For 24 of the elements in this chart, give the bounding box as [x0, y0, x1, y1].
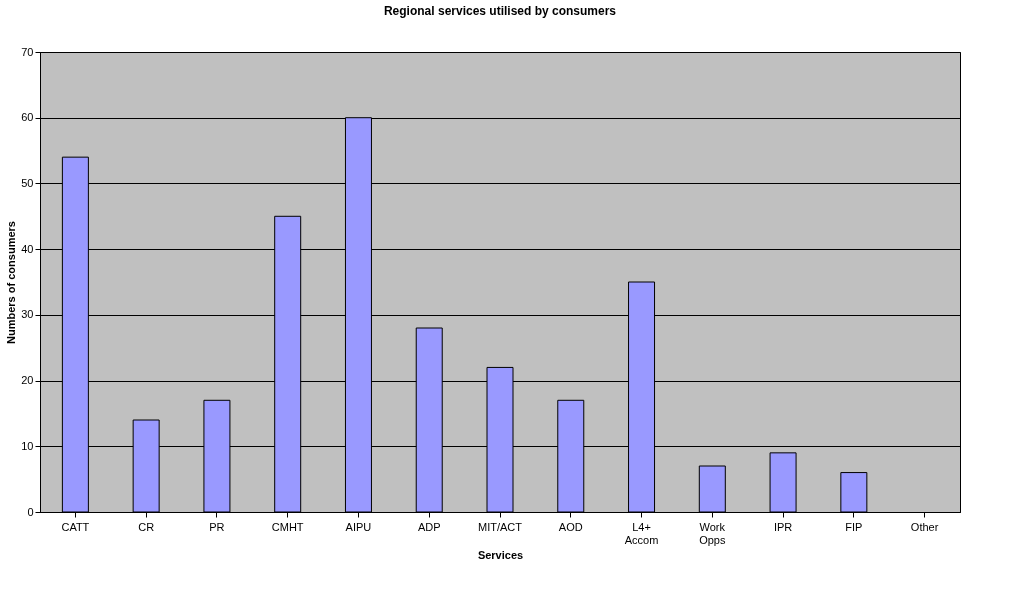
- y-tick-label: 20: [21, 374, 34, 387]
- y-tick-label: 50: [21, 176, 34, 189]
- y-tick-label: 60: [21, 111, 34, 124]
- y-tick-label: 0: [27, 505, 34, 518]
- x-tick-label: CR: [138, 520, 155, 533]
- y-tick-label: 30: [21, 308, 34, 321]
- x-tick-label: FIP: [845, 520, 863, 533]
- x-tick-label: L4+ Accom: [624, 520, 659, 546]
- y-tick-label: 10: [21, 439, 34, 452]
- x-tick-label: ADP: [417, 520, 441, 533]
- x-tick-label: MIT/ACT: [478, 520, 523, 533]
- y-tick-label: 70: [21, 45, 34, 58]
- y-axis-title: Numbers of consumers: [5, 221, 18, 344]
- x-tick-label: AIPU: [345, 520, 372, 533]
- chart-title: Regional services utilised by consumers: [383, 4, 617, 18]
- x-tick-label: IPR: [773, 520, 793, 533]
- x-tick-label: CMHT: [271, 520, 304, 533]
- x-axis-title: Services: [477, 548, 524, 561]
- x-tick-label: CATT: [61, 520, 90, 533]
- x-tick-label: Other: [910, 520, 939, 533]
- x-tick-label: PR: [209, 520, 225, 533]
- y-tick-label: 40: [21, 242, 34, 255]
- x-tick-label: AOD: [558, 520, 583, 533]
- x-tick-label: Work Opps: [699, 520, 726, 546]
